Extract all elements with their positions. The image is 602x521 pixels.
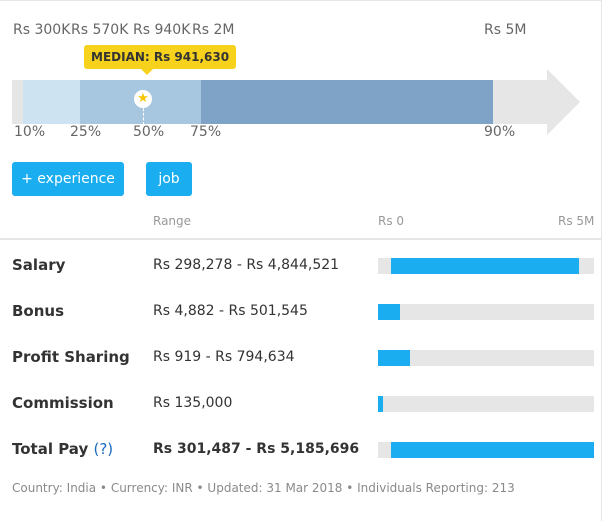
dist-label-p75-value: Rs 2M: [192, 22, 235, 38]
percentile-label-10: 10%: [14, 124, 46, 140]
total-pay-label: Total Pay: [12, 440, 89, 458]
row-range-salary: Rs 298,278 - Rs 4,844,521: [153, 257, 340, 273]
row-label-bonus: Bonus: [12, 302, 65, 320]
row-range-profit-sharing: Rs 919 - Rs 794,634: [153, 349, 295, 365]
table-header-divider: [0, 238, 602, 240]
row-range-bonus: Rs 4,882 - Rs 501,545: [153, 303, 308, 319]
row-label-total-pay: Total Pay (?): [12, 440, 113, 458]
distribution-arrow: [547, 69, 580, 135]
percentile-label-90: 90%: [484, 124, 516, 140]
star-icon: ★: [134, 90, 152, 108]
bonus-range-bar: [378, 304, 594, 320]
footer-meta: Country: India • Currency: INR • Updated…: [12, 481, 515, 495]
percentile-label-50: 50%: [133, 124, 165, 140]
scale-min-label: Rs 0: [378, 214, 405, 228]
dist-label-p25-value: Rs 570K: [71, 22, 129, 38]
job-button[interactable]: job: [146, 162, 192, 196]
commission-range-fill: [378, 396, 384, 412]
row-label-commission: Commission: [12, 394, 114, 412]
range-column-header: Range: [153, 214, 192, 228]
dist-label-p10-value: Rs 300K: [13, 22, 71, 38]
segment-p75-p90: [201, 80, 493, 124]
percentile-label-75: 75%: [190, 124, 222, 140]
bonus-range-fill: [378, 304, 400, 320]
scale-max-label: Rs 5M: [558, 214, 595, 228]
total-pay-range-fill: [390, 442, 594, 458]
percentile-label-25: 25%: [70, 124, 102, 140]
help-link[interactable]: (?): [93, 440, 114, 458]
salary-range-fill: [390, 258, 579, 274]
segment-p10-p25: [23, 80, 80, 124]
profit-sharing-range-bar: [378, 350, 594, 366]
top-border: [0, 0, 602, 1]
row-range-total-pay: Rs 301,487 - Rs 5,185,696: [153, 441, 360, 457]
profit-sharing-range-fill: [378, 350, 411, 366]
dist-label-p90-value: Rs 5M: [484, 22, 527, 38]
salary-range-bar: [378, 258, 594, 274]
total-pay-range-bar: [378, 442, 594, 458]
median-marker-line: [143, 99, 144, 125]
row-label-profit-sharing: Profit Sharing: [12, 348, 130, 366]
median-badge: MEDIAN: Rs 941,630: [84, 45, 237, 75]
commission-range-bar: [378, 396, 594, 412]
row-range-commission: Rs 135,000: [153, 395, 233, 411]
row-label-salary: Salary: [12, 256, 66, 274]
add-experience-button[interactable]: + experience: [12, 162, 124, 196]
dist-label-p50-value: Rs 940K: [133, 22, 191, 38]
